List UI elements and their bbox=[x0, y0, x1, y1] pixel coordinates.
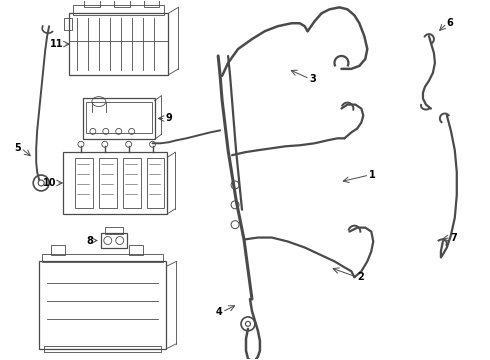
Bar bbox=[86, 102, 151, 133]
Bar bbox=[39, 261, 167, 349]
Text: 3: 3 bbox=[310, 74, 317, 84]
Bar bbox=[69, 13, 169, 75]
Text: 8: 8 bbox=[86, 235, 93, 246]
Bar bbox=[42, 255, 164, 262]
Text: 10: 10 bbox=[43, 178, 56, 188]
Bar bbox=[75, 158, 93, 208]
Bar bbox=[44, 346, 162, 352]
Text: 11: 11 bbox=[49, 39, 63, 49]
Bar bbox=[51, 246, 65, 255]
Text: 7: 7 bbox=[451, 233, 458, 243]
Text: 5: 5 bbox=[15, 143, 21, 153]
Text: 1: 1 bbox=[369, 170, 376, 180]
Text: 2: 2 bbox=[357, 272, 364, 282]
Text: 9: 9 bbox=[166, 113, 172, 123]
Bar bbox=[99, 158, 117, 208]
Bar bbox=[144, 0, 159, 7]
Bar bbox=[83, 98, 154, 139]
Bar bbox=[84, 0, 100, 7]
Text: 6: 6 bbox=[447, 18, 454, 28]
Bar bbox=[63, 152, 168, 214]
Bar bbox=[114, 0, 130, 7]
Bar bbox=[129, 246, 143, 255]
Bar bbox=[147, 158, 165, 208]
Bar bbox=[105, 227, 122, 234]
Bar bbox=[73, 5, 165, 15]
Bar bbox=[122, 158, 141, 208]
Bar bbox=[101, 233, 127, 248]
Text: 4: 4 bbox=[216, 307, 222, 317]
Bar bbox=[64, 18, 72, 30]
